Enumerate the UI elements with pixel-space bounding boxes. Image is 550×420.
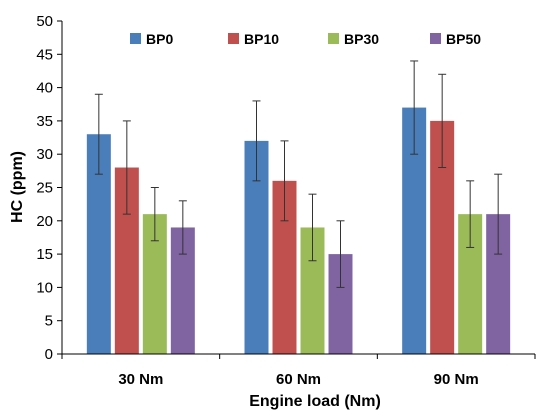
y-tick-label: 0 <box>45 346 53 363</box>
legend-label-bp30: BP30 <box>344 31 379 47</box>
y-tick-label: 25 <box>36 180 53 197</box>
y-tick-label: 15 <box>36 246 53 263</box>
y-tick-label: 35 <box>36 113 53 130</box>
y-tick-label: 10 <box>36 279 53 296</box>
legend-swatch-bp10 <box>228 33 239 44</box>
y-tick-label: 50 <box>36 13 53 30</box>
legend-swatch-bp30 <box>328 33 339 44</box>
y-tick-label: 30 <box>36 146 53 163</box>
y-tick-label: 5 <box>45 313 53 330</box>
y-tick-label: 45 <box>36 46 53 63</box>
legend-swatch-bp50 <box>430 33 441 44</box>
x-category-label: 30 Nm <box>118 371 163 388</box>
y-axis-title: HC (ppm) <box>9 151 26 223</box>
x-category-label: 90 Nm <box>434 371 479 388</box>
x-axis-title: Engine load (Nm) <box>249 393 381 410</box>
error-bar-group <box>94 60 503 288</box>
legend-label-bp10: BP10 <box>244 31 279 47</box>
axes <box>61 21 536 359</box>
y-tick-label: 20 <box>36 213 53 230</box>
legend-label-bp50: BP50 <box>446 31 481 47</box>
legend: BP0 BP10 BP30 BP50 <box>130 31 481 47</box>
x-axis-category-labels: 30 Nm 60 Nm 90 Nm <box>118 371 478 388</box>
legend-label-bp0: BP0 <box>146 31 173 47</box>
y-axis-ticks: 0 5 10 15 20 25 30 35 40 45 50 <box>36 13 62 363</box>
y-tick-label: 40 <box>36 80 53 97</box>
bar-series-group <box>86 107 511 355</box>
x-category-label: 60 Nm <box>276 371 321 388</box>
legend-swatch-bp0 <box>130 33 141 44</box>
